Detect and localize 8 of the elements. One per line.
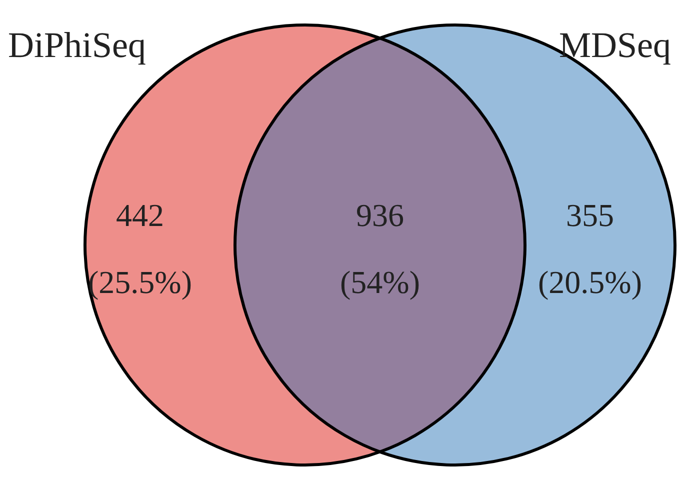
data-label: 355	[566, 197, 614, 233]
data-label: 442	[116, 197, 164, 233]
text: MDSeq	[558, 25, 671, 65]
text: (20.5%)	[538, 264, 642, 300]
text: (25.5%)	[88, 264, 192, 300]
text: (54%)	[340, 264, 420, 300]
text: DiPhiSeq	[8, 25, 146, 65]
data-label: 936	[356, 197, 404, 233]
